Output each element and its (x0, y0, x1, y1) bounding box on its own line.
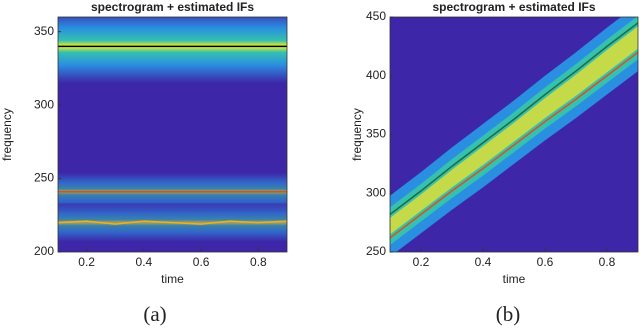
x-tick-label: 0.6 (193, 255, 210, 269)
y-tick-label: 350 (34, 24, 54, 38)
spectrogram (390, 17, 638, 252)
x-tick-label: 0.4 (136, 255, 153, 269)
y-tick-label: 450 (366, 9, 386, 23)
energy-band (390, 26, 638, 235)
spectrogram (58, 17, 287, 242)
energy-band (58, 17, 287, 84)
y-axis-label: frequency (0, 108, 14, 161)
x-tick-label: 0.8 (250, 255, 267, 269)
plot-frame (57, 16, 288, 253)
if-line (390, 22, 638, 215)
x-tick-label: 0.6 (537, 255, 554, 269)
chart-title: spectrogram + estimated IFs (432, 0, 595, 14)
y-tick-label: 350 (366, 127, 386, 141)
x-tick-label: 0.2 (413, 255, 430, 269)
x-tick-label: 0.4 (475, 255, 492, 269)
y-tick-label: 200 (34, 244, 54, 258)
if-line (390, 51, 638, 239)
y-tick-label: 250 (366, 244, 386, 258)
chart-title: spectrogram + estimated IFs (91, 0, 254, 14)
x-tick-label: 0.2 (78, 255, 95, 269)
y-tick-label: 250 (34, 171, 54, 185)
y-tick-label: 300 (366, 185, 386, 199)
x-axis-label: time (161, 272, 184, 286)
y-axis-label: frequency (350, 108, 364, 161)
if-line (58, 220, 287, 225)
x-tick-label: 0.8 (599, 255, 616, 269)
caption: (a) (143, 302, 166, 326)
y-tick-label: 300 (34, 97, 54, 111)
x-axis-label: time (503, 272, 526, 286)
y-tick-label: 400 (366, 68, 386, 82)
caption: (b) (496, 302, 521, 326)
